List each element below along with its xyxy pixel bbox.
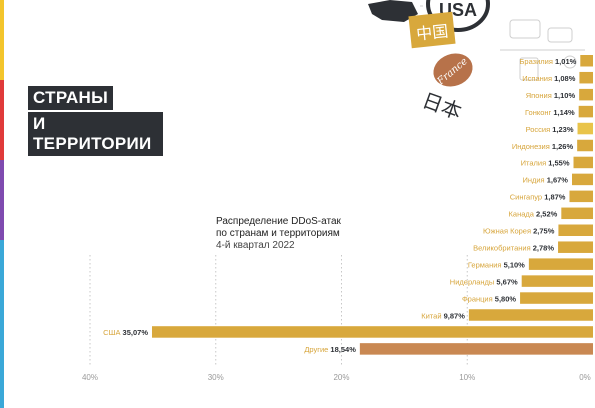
- bar-value-label: 18,54%: [330, 345, 356, 354]
- bar-value-label: 2,52%: [536, 210, 558, 219]
- bar-1: [579, 71, 593, 84]
- bar-label: Индия 1,67%: [522, 176, 568, 185]
- bar-value-label: 1,26%: [552, 142, 574, 151]
- bar-value-label: 1,10%: [554, 91, 576, 100]
- bar-7: [571, 173, 593, 186]
- bar-category-label: Индонезия: [512, 142, 552, 151]
- bar-value-label: 5,80%: [495, 294, 517, 303]
- bar-category-label: Южная Корея: [483, 227, 533, 236]
- bar-label: Канада 2,52%: [509, 210, 558, 219]
- bar-category-label: Индия: [522, 176, 546, 185]
- bar-label: Нидерланды 5,67%: [450, 277, 518, 286]
- bar-category-label: Канада: [509, 210, 536, 219]
- china-sticker: 中国: [408, 11, 456, 49]
- bar-5: [577, 139, 593, 152]
- bar-category-label: Нидерланды: [450, 277, 497, 286]
- bar-label: Гонконг 1,14%: [525, 108, 575, 117]
- map-blob-icon: [368, 0, 418, 22]
- title-line-2: И ТЕРРИТОРИИ: [28, 112, 163, 156]
- bar-category-label: Другие: [304, 345, 330, 354]
- bar-label: Сингапур 1,87%: [510, 193, 566, 202]
- bar-category-label: США: [103, 328, 122, 337]
- bar-category-label: Япония: [526, 91, 554, 100]
- france-sticker: France: [433, 53, 473, 88]
- bar-category-label: Испания: [522, 74, 554, 83]
- bar-label: Италия 1,55%: [521, 159, 570, 168]
- bar-label: Испания 1,08%: [522, 74, 575, 83]
- edge-stripe-blue: [0, 240, 4, 408]
- bar-value-label: 5,10%: [504, 260, 526, 269]
- bar-10: [558, 224, 593, 236]
- bar-label: Россия 1,23%: [526, 125, 574, 134]
- bar-label: Индонезия 1,26%: [512, 142, 574, 151]
- china-sticker-text: 中国: [415, 21, 449, 43]
- bar-category-label: Италия: [521, 159, 549, 168]
- bar-value-label: 1,55%: [548, 159, 570, 168]
- x-tick-label: 10%: [459, 373, 475, 382]
- bar-category-label: Бразилия: [519, 57, 555, 66]
- bar-8: [569, 190, 593, 203]
- bar-label: Япония 1,10%: [526, 91, 576, 100]
- bar-value-label: 9,87%: [444, 311, 466, 320]
- bar-11: [558, 241, 593, 253]
- bar-15: [468, 309, 593, 321]
- bar-label: США 35,07%: [103, 328, 148, 337]
- page-title: СТРАНЫ И ТЕРРИТОРИИ: [28, 86, 163, 156]
- bar-value-label: 2,75%: [533, 227, 555, 236]
- bar-value-label: 1,01%: [555, 57, 577, 66]
- x-tick-label: 0%: [579, 373, 591, 382]
- edge-stripe-red: [0, 80, 4, 160]
- bar-value-label: 2,78%: [533, 243, 555, 252]
- bar-16: [151, 326, 593, 338]
- subtitle-line-1: Распределение DDoS-атак: [216, 216, 341, 227]
- bar-2: [579, 88, 593, 101]
- bar-category-label: Россия: [526, 125, 553, 134]
- bar-value-label: 5,67%: [496, 277, 518, 286]
- bar-12: [528, 258, 593, 270]
- bar-category-label: Сингапур: [510, 193, 544, 202]
- x-tick-label: 40%: [82, 373, 98, 382]
- bar-value-label: 1,23%: [552, 125, 574, 134]
- bar-category-label: Гонконг: [525, 108, 553, 117]
- bar-label: Южная Корея 2,75%: [483, 227, 555, 236]
- bar-value-label: 1,67%: [547, 176, 569, 185]
- bar-9: [561, 207, 593, 220]
- bar-0: [580, 55, 593, 67]
- bar-17: [359, 343, 593, 355]
- bar-label: Германия 5,10%: [468, 260, 525, 269]
- bar-category-label: Китай: [421, 311, 443, 320]
- bar-label: Великобритания 2,78%: [473, 243, 554, 252]
- bar-value-label: 1,14%: [553, 108, 575, 117]
- x-tick-label: 20%: [333, 373, 349, 382]
- bar-category-label: Франция: [462, 294, 495, 303]
- edge-stripe-yellow: [0, 0, 4, 80]
- bar-4: [577, 122, 593, 135]
- country-stickers: USA 中国 France 日本: [368, 0, 585, 124]
- bar-13: [521, 275, 593, 287]
- bar-14: [520, 292, 593, 304]
- bar-label: Франция 5,80%: [462, 294, 516, 303]
- bar-category-label: Великобритания: [473, 243, 533, 252]
- bar-label: Другие 18,54%: [304, 345, 356, 354]
- bar-category-label: Германия: [468, 260, 504, 269]
- bar-value-label: 1,08%: [554, 74, 576, 83]
- bar-label: Бразилия 1,01%: [519, 57, 576, 66]
- edge-stripe-purple: [0, 160, 4, 240]
- bar-6: [573, 156, 593, 169]
- x-tick-label: 30%: [208, 373, 224, 382]
- bar-label: Китай 9,87%: [421, 311, 465, 320]
- bar-value-label: 35,07%: [123, 328, 149, 337]
- subtitle-period: 4-й квартал 2022: [216, 240, 295, 251]
- chart-subtitle: Распределение DDoS-атак по странам и тер…: [216, 216, 396, 252]
- title-line-1: СТРАНЫ: [28, 86, 114, 110]
- subtitle-line-2: по странам и территориям: [216, 228, 340, 239]
- bar-3: [578, 105, 593, 118]
- bar-value-label: 1,87%: [544, 193, 566, 202]
